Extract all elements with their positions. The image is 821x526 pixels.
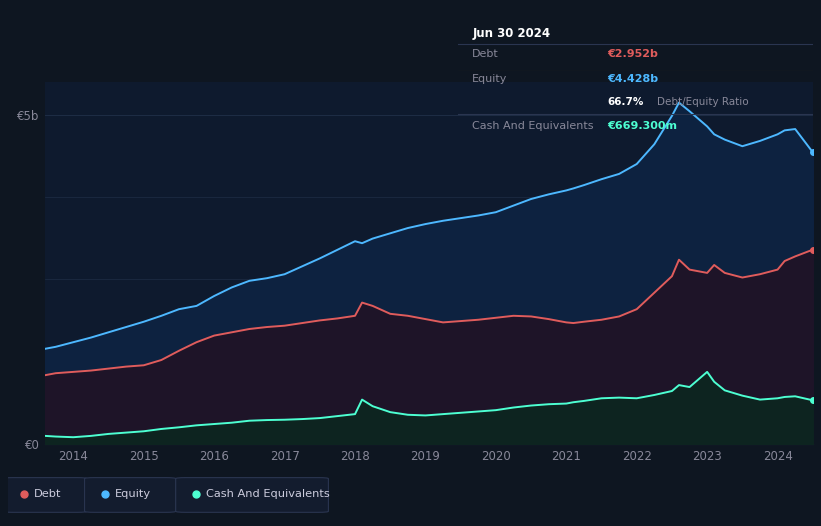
FancyBboxPatch shape [85, 478, 176, 512]
Text: Equity: Equity [115, 489, 151, 500]
Text: Debt/Equity Ratio: Debt/Equity Ratio [657, 97, 749, 107]
Text: Jun 30 2024: Jun 30 2024 [472, 27, 550, 39]
Text: €2.952b: €2.952b [607, 49, 658, 59]
Text: Debt: Debt [472, 49, 499, 59]
FancyBboxPatch shape [3, 478, 87, 512]
Text: 66.7%: 66.7% [607, 97, 644, 107]
FancyBboxPatch shape [176, 478, 328, 512]
Text: Debt: Debt [34, 489, 62, 500]
Text: Cash And Equivalents: Cash And Equivalents [206, 489, 330, 500]
Text: Equity: Equity [472, 74, 507, 84]
Text: Cash And Equivalents: Cash And Equivalents [472, 121, 594, 131]
Text: €4.428b: €4.428b [607, 74, 658, 84]
Text: €669.300m: €669.300m [607, 121, 677, 131]
